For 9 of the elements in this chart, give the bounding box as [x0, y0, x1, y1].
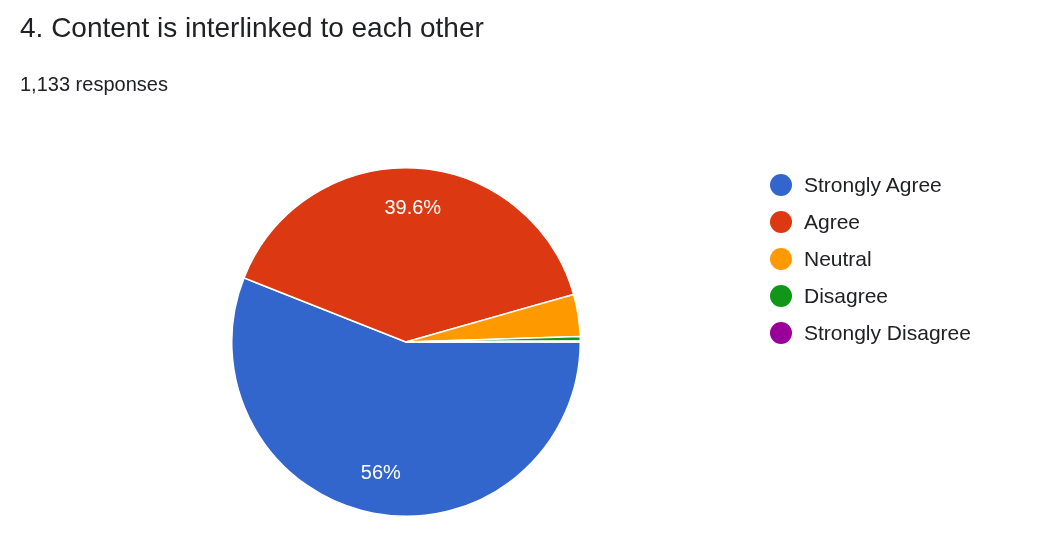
legend-label: Agree: [804, 209, 861, 234]
legend-label: Disagree: [804, 283, 889, 308]
legend-label: Strongly Disagree: [804, 320, 971, 345]
data-label: 56%: [360, 461, 402, 484]
legend-label: Strongly Agree: [804, 172, 942, 197]
chart-subtitle: 1,133 responses: [20, 73, 168, 96]
chart-title: 4. Content is interlinked to each other: [20, 12, 484, 44]
legend-label: Neutral: [804, 246, 872, 271]
data-label: 39.6%: [384, 195, 442, 218]
